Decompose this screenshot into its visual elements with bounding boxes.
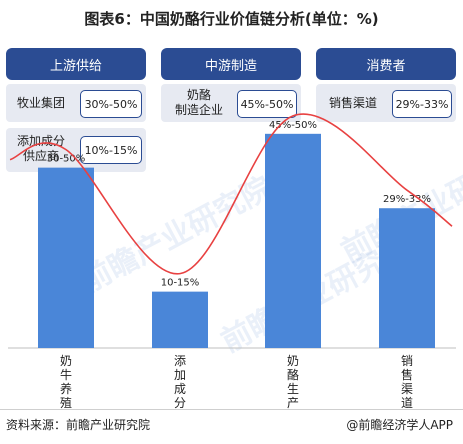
segment-range-additive-supplier: 10%-15% bbox=[80, 136, 142, 164]
category-label-4-char-2: 售 bbox=[401, 367, 413, 382]
segment-label-sales-channel: 销售渠道 bbox=[328, 96, 377, 110]
footer-divider bbox=[0, 409, 463, 410]
data-label-2: 10-15% bbox=[161, 278, 200, 289]
bar-3 bbox=[265, 133, 321, 348]
category-label-2-char-2: 加 bbox=[174, 368, 186, 382]
category-label-3-char-4: 产 bbox=[287, 396, 299, 410]
category-label-4-char-3: 渠 bbox=[401, 382, 413, 396]
data-label-4: 29%-33% bbox=[383, 194, 431, 205]
data-label-3: 45%-50% bbox=[269, 120, 317, 131]
category-label-3-char-1: 奶 bbox=[287, 354, 299, 368]
category-label-1-char-4: 殖 bbox=[60, 395, 72, 410]
segment-label-dairy-group: 牧业集团 bbox=[16, 96, 65, 110]
bar-4 bbox=[379, 208, 435, 348]
category-label-2-char-3: 成 bbox=[174, 382, 186, 396]
segment-label-cheese-maker: 奶酪 制造企业 bbox=[174, 88, 223, 117]
bar-1 bbox=[38, 167, 94, 348]
category-label-3-char-3: 生 bbox=[287, 382, 299, 396]
data-label-1: 30-50% bbox=[47, 154, 86, 165]
bar-2 bbox=[152, 291, 208, 348]
category-label-4-char-4: 道 bbox=[401, 396, 413, 410]
stage-header-consumer: 消费者 bbox=[316, 48, 456, 80]
category-label-1-char-1: 奶 bbox=[60, 354, 72, 368]
segment-range-dairy-group: 30%-50% bbox=[80, 90, 142, 118]
brand-credit: @前瞻经济学人APP bbox=[346, 418, 453, 432]
category-label-4-char-1: 销 bbox=[401, 354, 413, 368]
category-label-3-char-2: 酪 bbox=[287, 367, 299, 382]
category-label-2-char-1: 添 bbox=[174, 354, 186, 368]
segment-range-sales-channel: 29%-33% bbox=[392, 90, 452, 118]
category-label-1-char-3: 养 bbox=[60, 381, 72, 396]
source-note: 资料来源：前瞻产业研究院 bbox=[6, 418, 151, 432]
segment-range-cheese-maker: 45%-50% bbox=[237, 90, 297, 118]
category-label-2-char-4: 分 bbox=[174, 396, 186, 410]
category-label-1-char-2: 牛 bbox=[60, 367, 72, 382]
chart-title: 图表6：中国奶酪行业价值链分析(单位：%) bbox=[84, 10, 379, 28]
trend-curve bbox=[9, 113, 453, 275]
stage-header-midstream: 中游制造 bbox=[161, 48, 301, 80]
stage-header-upstream: 上游供给 bbox=[6, 48, 146, 80]
